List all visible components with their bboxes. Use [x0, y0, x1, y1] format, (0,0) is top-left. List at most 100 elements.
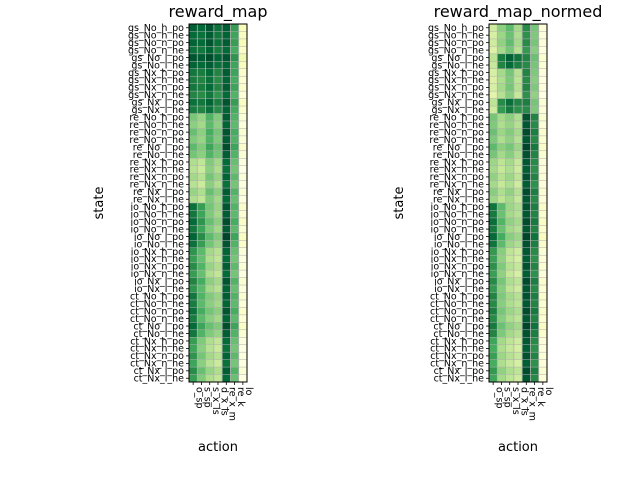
heatmap-cell: [538, 195, 548, 204]
heatmap-cell: [197, 120, 206, 129]
heatmap-cell: [489, 352, 498, 360]
heatmap-cell: [222, 128, 231, 137]
heatmap-cell: [513, 352, 523, 360]
heatmap-cell: [530, 150, 540, 159]
heatmap-cell: [213, 83, 223, 92]
heatmap-cell: [530, 307, 540, 316]
heatmap-cell: [189, 217, 198, 226]
y-tick-label: gs_No_n_ne: [128, 45, 184, 56]
y-tick-label: io_Nx_l_ne: [434, 284, 484, 295]
heatmap-cell: [489, 270, 498, 278]
heatmap-cell: [530, 225, 540, 234]
heatmap-cell: [230, 322, 240, 331]
heatmap-cell: [513, 292, 523, 301]
heatmap-cell: [497, 299, 506, 308]
heatmap-cell: [238, 113, 248, 122]
heatmap-cell: [497, 367, 506, 375]
heatmap-cell: [205, 38, 215, 47]
heatmap-cell: [205, 210, 215, 219]
y-tick-label: io_No_n_po: [131, 217, 185, 228]
heatmap-cell: [213, 217, 223, 226]
heatmap-cell: [513, 188, 523, 196]
heatmap-cell: [530, 285, 540, 293]
heatmap-cell: [513, 68, 523, 77]
heatmap-cell: [213, 135, 223, 144]
heatmap-cell: [505, 46, 515, 55]
heatmap-cell: [205, 31, 215, 40]
heatmap-cell: [530, 61, 540, 70]
heatmap-cell: [230, 31, 240, 40]
heatmap-cell: [238, 307, 248, 316]
heatmap-cell: [230, 120, 240, 129]
heatmap-cell: [222, 352, 231, 360]
heatmap-cell: [222, 203, 231, 211]
heatmap-cell: [497, 247, 506, 256]
heatmap-cell: [222, 31, 231, 40]
heatmap-cell: [505, 352, 515, 360]
heatmap-cell: [489, 61, 498, 70]
y-tick-label: re_Nx_l_po: [133, 187, 184, 198]
heatmap-cell: [497, 76, 506, 84]
y-tick-label: gs_Nx_h_po: [128, 68, 184, 79]
heatmap-cell: [513, 173, 523, 181]
heatmap-cell: [522, 120, 531, 129]
heatmap-cell: [538, 217, 548, 226]
x-tick-label: re_k: [235, 387, 246, 407]
heatmap-cell: [513, 247, 523, 256]
heatmap-cell: [538, 240, 548, 249]
heatmap-cell: [205, 255, 215, 263]
heatmap-cell: [189, 24, 198, 32]
heatmap-cell: [513, 270, 523, 278]
heatmap-cell: [197, 24, 206, 32]
y-tick-label: re_No_h_ne: [429, 120, 484, 131]
heatmap-cell: [497, 128, 506, 137]
heatmap-cell: [197, 68, 206, 77]
heatmap-cell: [238, 322, 248, 331]
heatmap-cell: [522, 262, 531, 271]
heatmap-cell: [222, 68, 231, 77]
heatmap-cell: [213, 329, 223, 338]
heatmap-cell: [505, 240, 515, 249]
heatmap-cell: [197, 299, 206, 308]
heatmap-cell: [505, 277, 515, 286]
y-tick-label: gs_No_n_ne: [428, 45, 484, 56]
heatmap-cell: [505, 285, 515, 293]
heatmap-cell: [522, 106, 531, 114]
heatmap-cell: [230, 158, 240, 167]
y-tick-label: gs_Nx_l_po: [132, 98, 185, 109]
heatmap-cell: [513, 314, 523, 323]
heatmap-cell: [213, 367, 223, 375]
heatmap-cell: [213, 299, 223, 308]
heatmap-cell: [489, 255, 498, 263]
heatmap-cell: [522, 314, 531, 323]
heatmap-cell: [522, 232, 531, 241]
heatmap-cell: [489, 24, 498, 32]
heatmap-cell: [230, 329, 240, 338]
heatmap-cell: [197, 135, 206, 144]
y-tick-label: re_Nx_h_po: [130, 157, 185, 168]
heatmap-cell: [497, 225, 506, 234]
heatmap-cell: [205, 352, 215, 360]
heatmap-cell: [538, 53, 548, 62]
heatmap-panel-1: gs_No_h_pogs_No_h_negs_No_n_pogs_No_n_ne…: [92, 2, 267, 455]
heatmap-cell: [213, 322, 223, 331]
heatmap-cell: [189, 38, 198, 47]
y-tick-label: gs_No_l_ne: [131, 60, 184, 71]
heatmap-cell: [205, 329, 215, 338]
y-tick-label: io_Nx_n_po: [431, 262, 484, 273]
heatmap-cell: [205, 106, 215, 114]
heatmap-cell: [505, 344, 515, 353]
heatmap-cell: [489, 307, 498, 316]
heatmap-cell: [238, 120, 248, 129]
heatmap-cell: [213, 344, 223, 353]
heatmap-cell: [489, 46, 498, 55]
heatmap-cell: [213, 180, 223, 189]
heatmap-cell: [230, 255, 240, 263]
heatmap-cell: [513, 262, 523, 271]
y-tick-label: re_No_h_ne: [129, 120, 184, 131]
heatmap-cell: [205, 24, 215, 32]
y-tick-label: re_Nx_n_ne: [430, 180, 485, 191]
y-tick-label: re_No_h_po: [129, 113, 184, 124]
heatmap-cell: [205, 292, 215, 301]
heatmap-cell: [513, 143, 523, 152]
